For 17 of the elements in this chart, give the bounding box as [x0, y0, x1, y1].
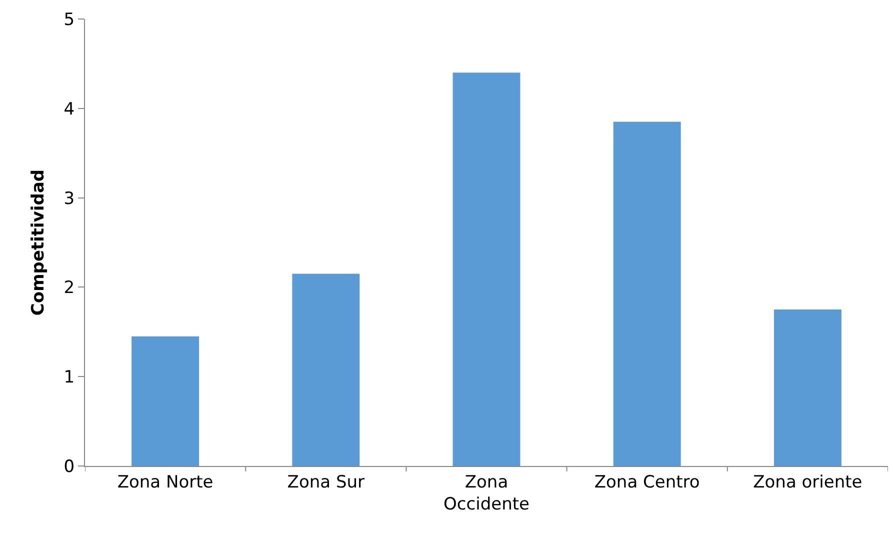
x-tick-label: Zona Centro [594, 472, 700, 492]
x-tick-label: Zona oriente [753, 472, 862, 492]
bar [132, 336, 200, 466]
y-tick-label: 4 [64, 99, 75, 120]
bar [774, 310, 842, 466]
x-tick-label: Zona Sur [287, 472, 365, 492]
y-tick-label: 0 [64, 456, 75, 477]
y-axis-title: Competitividad [28, 169, 48, 316]
y-tick-label: 1 [64, 368, 75, 388]
y-tick-label: 5 [64, 10, 75, 30]
y-tick-label: 2 [64, 278, 75, 298]
x-tick-label: Zona Norte [117, 472, 214, 492]
bar [292, 274, 360, 466]
x-tick-label: Zona Occidente [444, 472, 530, 514]
bar [613, 122, 681, 466]
bar [452, 72, 520, 466]
y-tick-label: 3 [64, 188, 75, 209]
